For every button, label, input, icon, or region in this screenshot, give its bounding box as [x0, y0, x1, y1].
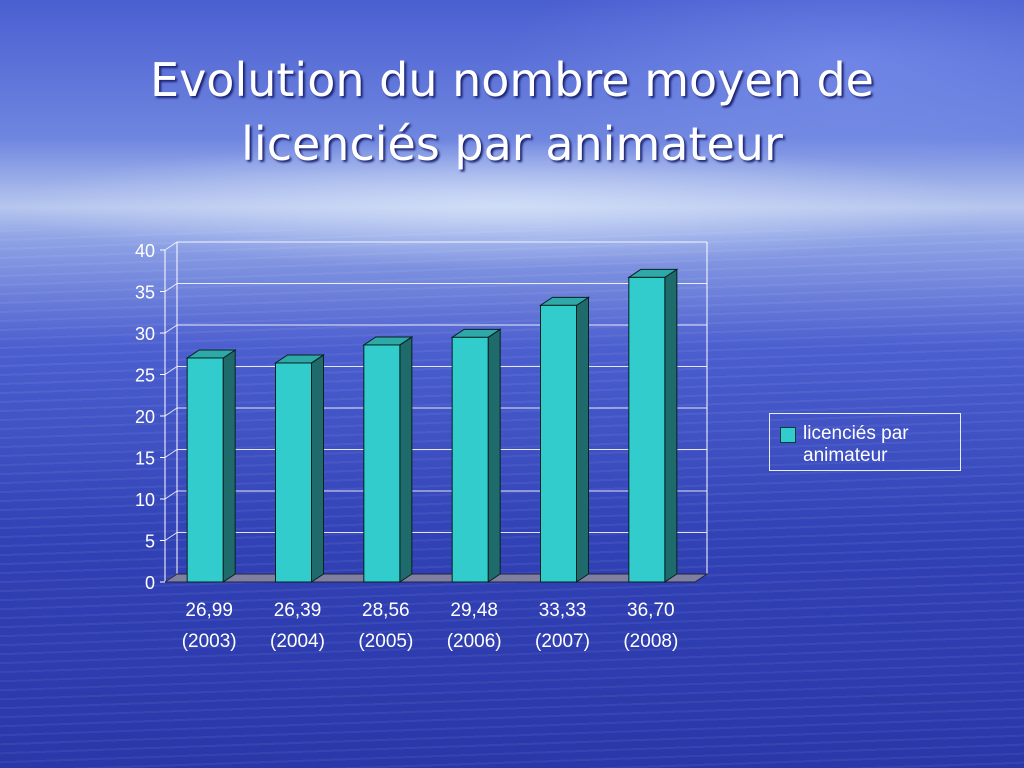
bar-side — [399, 336, 413, 583]
y-tick-label: 35 — [135, 283, 155, 303]
x-tick-label: 28,56 — [362, 600, 410, 621]
legend-swatch — [780, 427, 796, 443]
bar — [363, 344, 401, 583]
gridline-side — [164, 324, 178, 334]
gridline-side — [164, 449, 178, 458]
legend-label: licenciés par animateur — [803, 423, 909, 466]
y-tick-label: 25 — [135, 366, 155, 386]
slide-title: Evolution du nombre moyen de licenciés p… — [60, 48, 964, 176]
y-tick-label: 10 — [135, 490, 155, 510]
bar-side — [664, 268, 678, 583]
x-tick-label: 33,33 — [539, 600, 587, 621]
y-tick-label: 40 — [135, 241, 155, 261]
x-tick-label: (2006) — [447, 631, 502, 652]
gridline-side — [164, 407, 178, 417]
bar-side — [487, 328, 501, 583]
x-tick-label: (2008) — [623, 631, 678, 652]
y-tick-label: 20 — [135, 407, 155, 427]
x-tick-label: (2003) — [182, 631, 237, 652]
gridline-side — [164, 366, 178, 375]
bar — [628, 276, 666, 583]
bar — [275, 362, 312, 583]
bar — [540, 304, 577, 583]
y-tick-label: 15 — [135, 449, 155, 469]
bar-side — [576, 296, 589, 583]
gridline-side — [164, 283, 178, 292]
x-tick-label: (2007) — [535, 631, 590, 652]
x-tick-label: (2005) — [358, 631, 413, 652]
bar-side — [222, 349, 236, 583]
x-tick-label: 26,99 — [185, 600, 233, 621]
bar — [186, 357, 224, 583]
x-tick-label: 26,39 — [274, 600, 322, 621]
bar — [451, 336, 489, 583]
x-tick-label: 36,70 — [627, 600, 675, 621]
slide-title-line-2: licenciés par animateur — [241, 117, 783, 171]
y-tick-label: 0 — [145, 573, 155, 593]
x-tick-label: 29,48 — [450, 600, 498, 621]
slide-title-line-1: Evolution du nombre moyen de — [150, 53, 874, 107]
gridline-side — [164, 490, 178, 500]
y-tick-label: 5 — [145, 532, 155, 552]
bar-side — [311, 354, 324, 583]
y-tick-label: 30 — [135, 324, 155, 344]
gridline-side — [164, 532, 178, 541]
chart-legend: licenciés par animateur — [769, 413, 961, 471]
chart-floor — [163, 573, 709, 583]
gridline-side — [164, 241, 178, 251]
x-tick-label: (2004) — [270, 631, 325, 652]
